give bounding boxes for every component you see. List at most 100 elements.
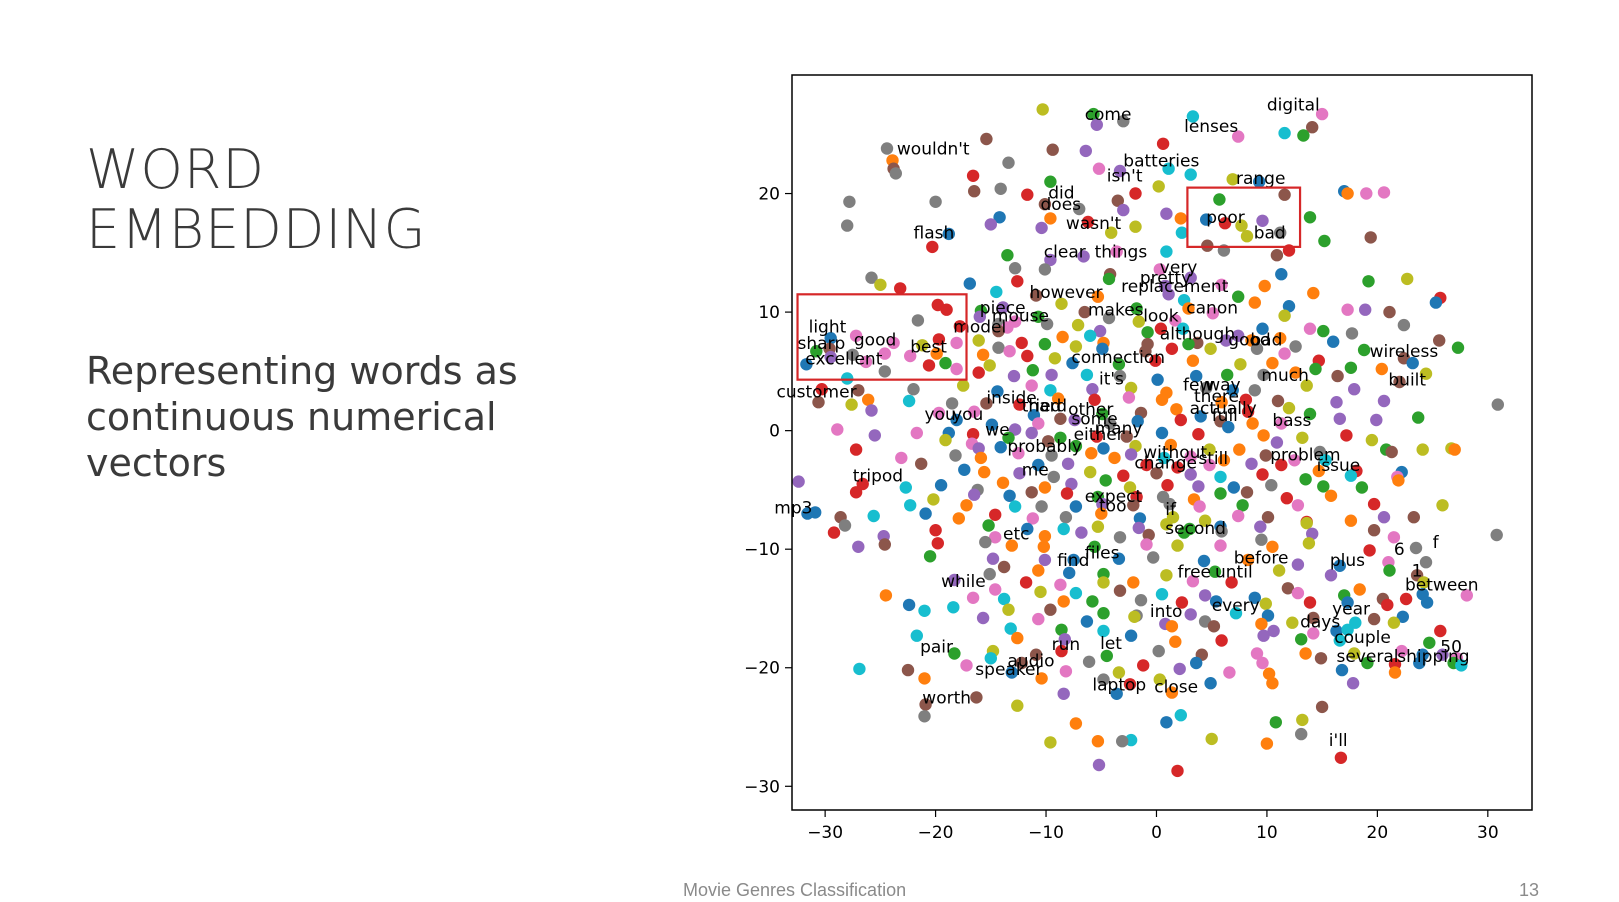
data-point	[993, 211, 1006, 224]
word-label: flash	[914, 224, 955, 244]
data-point	[1240, 230, 1254, 243]
data-point	[1171, 539, 1184, 552]
data-point	[1197, 554, 1211, 568]
data-point	[1027, 409, 1041, 422]
data-point	[865, 404, 878, 417]
data-point	[1015, 336, 1028, 350]
data-point	[1190, 369, 1203, 383]
data-point	[1047, 470, 1061, 484]
data-point	[923, 550, 937, 563]
data-point	[1008, 315, 1022, 328]
data-point	[1303, 596, 1317, 609]
data-point	[1198, 514, 1212, 527]
data-point	[1367, 612, 1381, 626]
data-point	[1254, 520, 1267, 533]
data-point	[1096, 497, 1109, 511]
data-point	[916, 339, 929, 352]
data-point	[1110, 245, 1123, 258]
data-point	[1434, 291, 1447, 305]
data-point	[1004, 622, 1017, 635]
data-point	[1367, 524, 1381, 537]
data-point	[992, 341, 1005, 354]
data-point	[815, 383, 828, 396]
data-point	[983, 567, 996, 581]
data-point	[1274, 332, 1287, 345]
data-point	[1159, 279, 1172, 293]
data-point	[1132, 315, 1146, 328]
data-point	[1248, 591, 1262, 604]
data-point	[1218, 217, 1232, 230]
data-point	[1338, 185, 1351, 198]
data-point	[1139, 345, 1152, 358]
data-point	[1214, 487, 1227, 500]
data-point	[824, 332, 837, 345]
data-point	[926, 240, 939, 254]
data-point	[1071, 318, 1085, 332]
data-point	[1002, 156, 1015, 169]
data-point	[1192, 480, 1205, 493]
data-point	[1396, 610, 1410, 623]
data-point	[1380, 443, 1393, 456]
data-point	[1056, 330, 1069, 344]
word-label: shipping	[1397, 647, 1469, 667]
word-label: wireless	[1370, 342, 1439, 362]
data-point	[1222, 420, 1235, 434]
data-point	[1278, 347, 1291, 360]
data-point	[1044, 384, 1057, 397]
data-point	[1387, 616, 1401, 629]
data-point	[1255, 617, 1268, 631]
data-point	[1171, 764, 1184, 778]
data-point	[1387, 531, 1401, 544]
data-point	[1002, 603, 1015, 616]
data-point	[1416, 443, 1429, 456]
data-point	[1019, 576, 1033, 589]
data-point	[958, 463, 971, 476]
data-point	[1217, 454, 1231, 467]
data-point	[1057, 522, 1070, 536]
data-point	[972, 366, 985, 379]
word-label: however	[1030, 283, 1103, 303]
word-label: come	[1085, 105, 1132, 125]
data-point	[868, 429, 881, 442]
data-point	[1078, 305, 1091, 319]
data-point	[1095, 507, 1108, 520]
data-point	[929, 524, 942, 537]
data-point	[1069, 340, 1083, 353]
data-point	[931, 298, 944, 312]
data-point	[1163, 497, 1176, 511]
data-point	[800, 358, 813, 371]
data-point	[1286, 616, 1299, 629]
data-point	[1182, 302, 1195, 315]
data-point	[939, 433, 952, 447]
data-point	[1137, 659, 1150, 672]
data-point	[1289, 366, 1302, 379]
data-point	[1117, 469, 1130, 482]
data-point	[1203, 443, 1216, 456]
data-point	[1295, 633, 1308, 646]
data-point	[1271, 394, 1285, 408]
data-point	[852, 540, 865, 553]
data-point	[1312, 464, 1326, 478]
data-point	[1314, 652, 1328, 665]
data-point	[1077, 250, 1090, 263]
data-point	[1133, 512, 1147, 525]
data-point	[1080, 368, 1094, 382]
data-point	[849, 443, 863, 456]
data-point	[1397, 318, 1411, 332]
word-label: between	[1405, 576, 1479, 596]
word-label: few	[1183, 375, 1213, 395]
data-point	[1069, 439, 1083, 453]
data-point	[1214, 415, 1227, 428]
data-point	[1124, 381, 1138, 395]
data-point	[1036, 103, 1049, 116]
data-point	[1012, 447, 1025, 460]
word-label: either	[1074, 425, 1124, 445]
x-tick-label: 10	[1256, 823, 1278, 843]
data-point	[1360, 187, 1373, 200]
data-point	[823, 342, 836, 355]
data-point	[1377, 394, 1391, 408]
data-point	[1225, 576, 1238, 589]
data-point	[838, 519, 852, 532]
data-point	[1300, 515, 1313, 529]
data-point	[1191, 336, 1204, 350]
